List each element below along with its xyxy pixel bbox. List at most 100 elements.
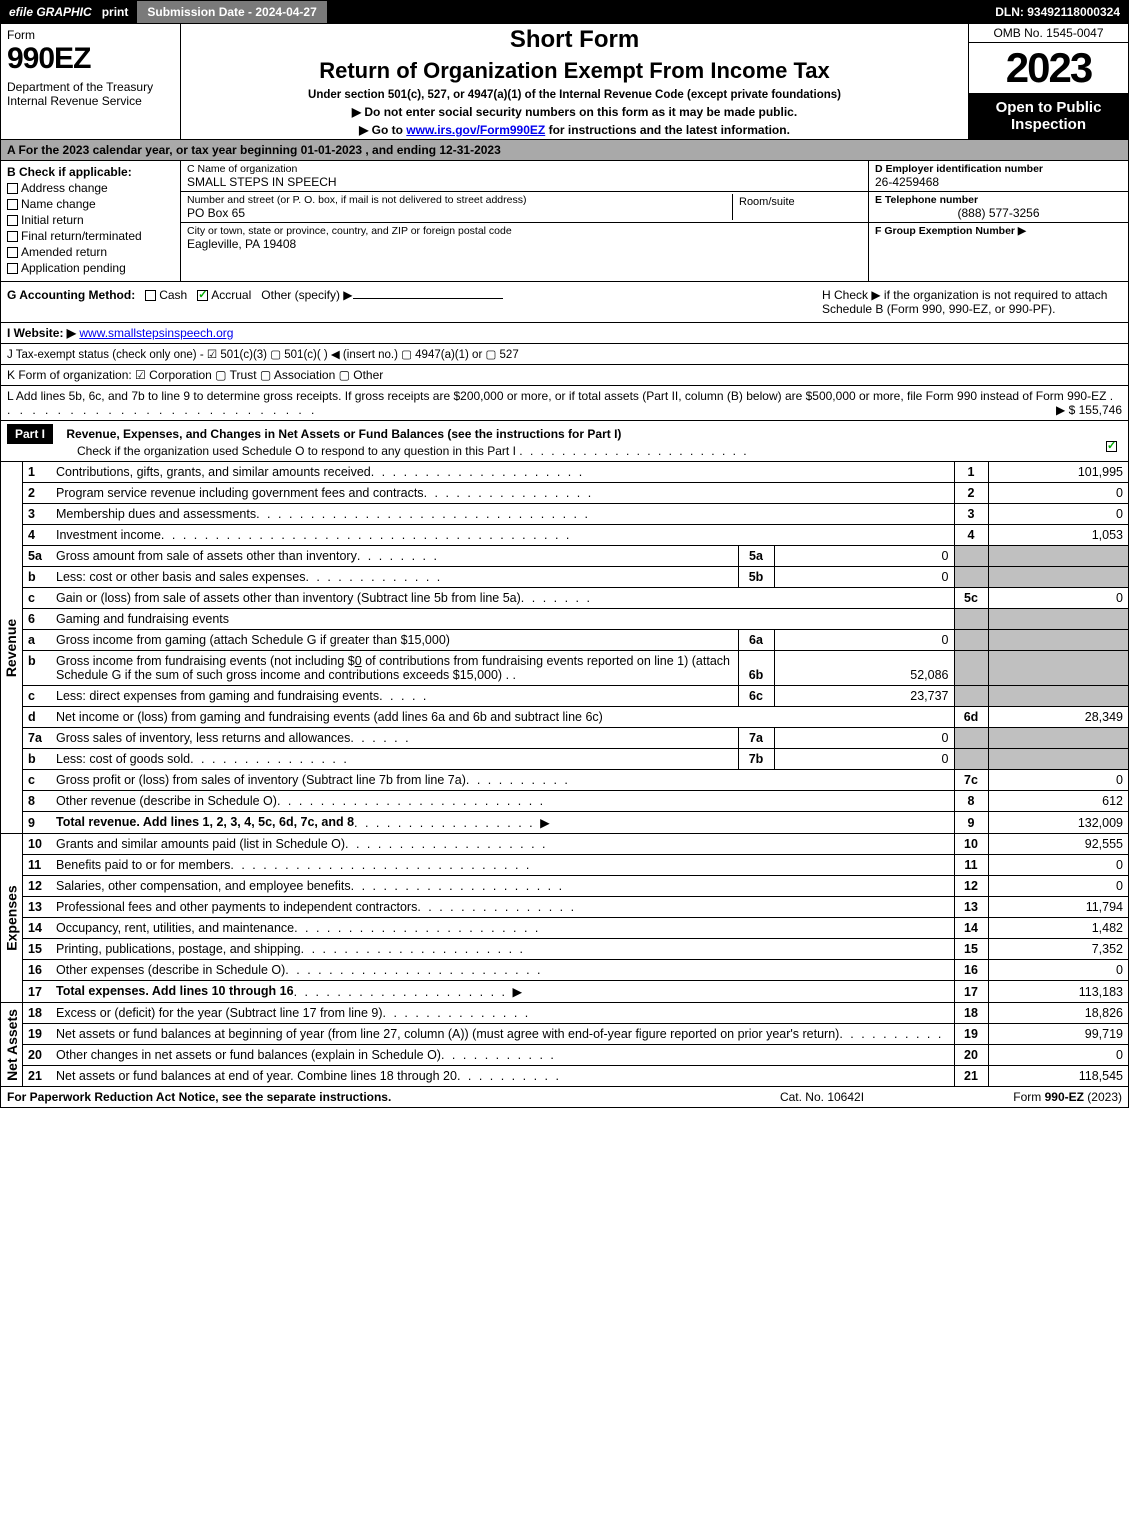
- open-public: Open to Public Inspection: [969, 93, 1128, 139]
- part1-header-row: Part I Revenue, Expenses, and Changes in…: [1, 421, 1128, 462]
- expenses-sidebar: Expenses: [1, 834, 23, 1002]
- omb-number: OMB No. 1545-0047: [969, 24, 1128, 43]
- line-16: 16Other expenses (describe in Schedule O…: [23, 960, 1128, 981]
- g-label: G Accounting Method:: [7, 288, 135, 302]
- dept-label: Department of the Treasury Internal Reve…: [7, 80, 174, 108]
- line-8: 8Other revenue (describe in Schedule O) …: [23, 791, 1128, 812]
- expenses-sidebar-label: Expenses: [4, 885, 20, 950]
- section-b: B Check if applicable: Address change Na…: [1, 161, 181, 281]
- revenue-table: 1Contributions, gifts, grants, and simil…: [23, 462, 1128, 833]
- chk-name-change-label: Name change: [21, 197, 96, 211]
- section-b-label: B Check if applicable:: [7, 165, 174, 179]
- netassets-section: Net Assets 18Excess or (deficit) for the…: [1, 1003, 1128, 1086]
- goto-pre: Go to: [372, 123, 407, 137]
- revenue-sidebar-label: Revenue: [4, 618, 20, 676]
- line-21: 21Net assets or fund balances at end of …: [23, 1066, 1128, 1087]
- section-h: H Check ▶ if the organization is not req…: [822, 288, 1122, 316]
- website-link[interactable]: www.smallstepsinspeech.org: [79, 326, 233, 340]
- part1-header: Part I: [7, 424, 53, 444]
- line-13: 13Professional fees and other payments t…: [23, 897, 1128, 918]
- l6b-d1: Gross income from fundraising events (no…: [56, 654, 355, 668]
- header-center: Short Form Return of Organization Exempt…: [181, 24, 968, 139]
- g-accrual-label: Accrual: [211, 288, 251, 302]
- g-other-input[interactable]: [353, 298, 503, 299]
- chk-application-pending[interactable]: Application pending: [7, 261, 174, 275]
- section-f: F Group Exemption Number ▶: [868, 223, 1128, 281]
- print-button[interactable]: print: [102, 5, 129, 19]
- chk-application-pending-label: Application pending: [21, 261, 126, 275]
- tax-year: 2023: [969, 43, 1128, 93]
- line-3: 3Membership dues and assessments . . . .…: [23, 504, 1128, 525]
- form-number: 990EZ: [7, 42, 174, 76]
- line-6c: cLess: direct expenses from gaming and f…: [23, 686, 1128, 707]
- e-label: E Telephone number: [875, 194, 1122, 206]
- line-7a: 7aGross sales of inventory, less returns…: [23, 728, 1128, 749]
- section-g: G Accounting Method: Cash Accrual Other …: [7, 288, 822, 316]
- header-right: OMB No. 1545-0047 2023 Open to Public In…: [968, 24, 1128, 139]
- line-17: 17Total expenses. Add lines 10 through 1…: [23, 981, 1128, 1003]
- chk-initial-return[interactable]: Initial return: [7, 213, 174, 227]
- chk-amended-return[interactable]: Amended return: [7, 245, 174, 259]
- line-4: 4Investment income . . . . . . . . . . .…: [23, 525, 1128, 546]
- l-amount: ▶ $ 155,746: [1056, 403, 1122, 417]
- row-a-period: A For the 2023 calendar year, or tax yea…: [1, 140, 1128, 161]
- block-bcdef: B Check if applicable: Address change Na…: [1, 161, 1128, 282]
- chk-initial-return-label: Initial return: [21, 213, 84, 227]
- short-form-title: Short Form: [187, 26, 962, 54]
- line-1: 1Contributions, gifts, grants, and simil…: [23, 462, 1128, 483]
- header-row: Form 990EZ Department of the Treasury In…: [1, 24, 1128, 140]
- row-k: K Form of organization: ☑ Corporation ▢ …: [1, 365, 1128, 386]
- line-18: 18Excess or (deficit) for the year (Subt…: [23, 1003, 1128, 1024]
- line-5c: cGain or (loss) from sale of assets othe…: [23, 588, 1128, 609]
- line-6d: dNet income or (loss) from gaming and fu…: [23, 707, 1128, 728]
- chk-final-return[interactable]: Final return/terminated: [7, 229, 174, 243]
- goto-post: for instructions and the latest informat…: [545, 123, 790, 137]
- section-c-city: City or town, state or province, country…: [181, 223, 868, 281]
- org-name: SMALL STEPS IN SPEECH: [187, 175, 862, 189]
- line-20: 20Other changes in net assets or fund ba…: [23, 1045, 1128, 1066]
- revenue-sidebar: Revenue: [1, 462, 23, 833]
- return-title: Return of Organization Exempt From Incom…: [187, 58, 962, 84]
- expenses-section: Expenses 10Grants and similar amounts pa…: [1, 834, 1128, 1003]
- line-14: 14Occupancy, rent, utilities, and mainte…: [23, 918, 1128, 939]
- footer: For Paperwork Reduction Act Notice, see …: [1, 1086, 1128, 1107]
- room-suite: Room/suite: [732, 194, 862, 220]
- f-label: F Group Exemption Number ▶: [875, 225, 1122, 237]
- street-label: Number and street (or P. O. box, if mail…: [187, 194, 732, 206]
- netassets-table: 18Excess or (deficit) for the year (Subt…: [23, 1003, 1128, 1086]
- line-19: 19Net assets or fund balances at beginni…: [23, 1024, 1128, 1045]
- goto-link[interactable]: www.irs.gov/Form990EZ: [406, 123, 545, 137]
- under-section: Under section 501(c), 527, or 4947(a)(1)…: [187, 89, 962, 101]
- line-12: 12Salaries, other compensation, and empl…: [23, 876, 1128, 897]
- chk-cash[interactable]: [145, 290, 156, 301]
- line-5b: bLess: cost or other basis and sales exp…: [23, 567, 1128, 588]
- line-6b: bGross income from fundraising events (n…: [23, 651, 1128, 686]
- footer-right: Form 990-EZ (2023): [922, 1090, 1122, 1104]
- section-c-name: C Name of organization SMALL STEPS IN SP…: [181, 161, 868, 191]
- topbar-left: efile GRAPHIC print: [1, 1, 136, 23]
- chk-address-change[interactable]: Address change: [7, 181, 174, 195]
- section-c-street: Number and street (or P. O. box, if mail…: [187, 194, 732, 220]
- form-container: efile GRAPHIC print Submission Date - 20…: [0, 0, 1129, 1108]
- part1-sub: Check if the organization used Schedule …: [77, 444, 516, 458]
- do-not-enter: ▶ Do not enter social security numbers o…: [187, 105, 962, 119]
- footer-right-form: 990-EZ: [1045, 1090, 1084, 1104]
- line-7c: cGross profit or (loss) from sales of in…: [23, 770, 1128, 791]
- submission-date: Submission Date - 2024-04-27: [136, 1, 327, 23]
- netassets-sidebar-label: Net Assets: [4, 1009, 20, 1081]
- chk-address-change-label: Address change: [21, 181, 108, 195]
- line-7b: bLess: cost of goods sold . . . . . . . …: [23, 749, 1128, 770]
- part1-schedule-o-checkbox[interactable]: [1106, 441, 1117, 452]
- chk-name-change[interactable]: Name change: [7, 197, 174, 211]
- street-value: PO Box 65: [187, 206, 732, 220]
- chk-accrual[interactable]: [197, 290, 208, 301]
- efile-label: efile GRAPHIC: [9, 5, 92, 19]
- dne-text: Do not enter social security numbers on …: [364, 105, 797, 119]
- line-2: 2Program service revenue including gover…: [23, 483, 1128, 504]
- chk-final-return-label: Final return/terminated: [21, 229, 142, 243]
- c-name-label: C Name of organization: [187, 163, 862, 175]
- form-word: Form: [7, 28, 174, 42]
- ein-value: 26-4259468: [875, 175, 1122, 189]
- line-15: 15Printing, publications, postage, and s…: [23, 939, 1128, 960]
- chk-amended-return-label: Amended return: [21, 245, 107, 259]
